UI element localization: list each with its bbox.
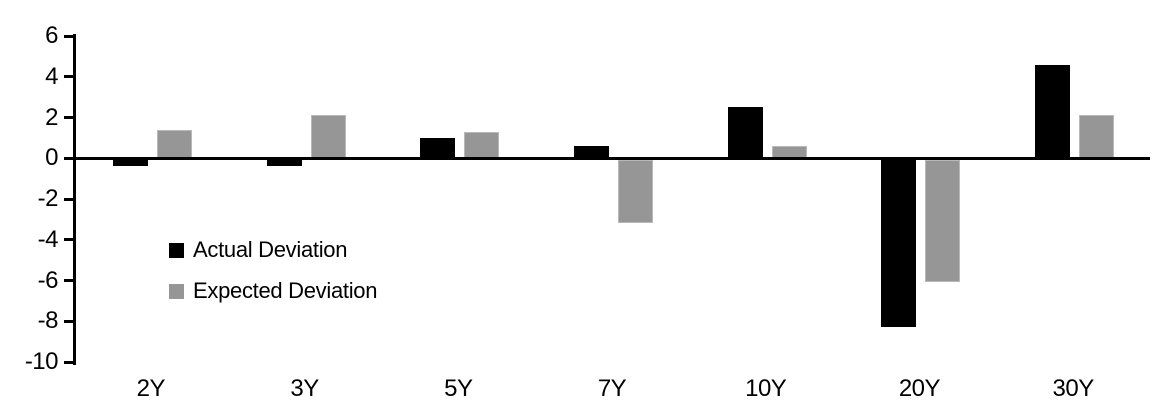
bar-expected-deviation-30Y	[1079, 115, 1115, 160]
x-axis-label-30Y: 30Y	[1052, 375, 1095, 402]
y-axis-tick-label: 6	[45, 22, 58, 49]
y-axis-tick	[64, 197, 74, 201]
x-axis-label-5Y: 5Y	[444, 375, 473, 402]
y-axis-tick-label: -2	[37, 185, 59, 212]
y-axis-tick-label: -8	[37, 307, 59, 335]
y-axis-tick	[64, 319, 74, 323]
x-axis-label-10Y: 10Y	[745, 375, 787, 402]
bar-actual-deviation-5Y	[420, 137, 456, 160]
y-axis-tick	[64, 34, 74, 38]
y-axis-line	[73, 34, 76, 365]
y-axis-tick	[64, 156, 74, 160]
bar-actual-deviation-10Y	[727, 107, 763, 160]
bar-actual-deviation-20Y	[881, 159, 917, 327]
x-axis-zero-line	[74, 156, 1150, 160]
y-axis-tick	[64, 360, 74, 364]
legend-item-actual-deviation: Actual Deviation	[169, 237, 377, 263]
y-axis-tick-label: 0	[45, 144, 58, 172]
y-axis-tick-label: -4	[37, 225, 59, 253]
legend-label-expected: Expected Deviation	[193, 278, 378, 303]
y-axis-tick	[64, 238, 74, 242]
bar-expected-deviation-5Y	[464, 131, 500, 160]
x-axis-label-20Y: 20Y	[898, 375, 941, 402]
x-axis-label-7Y: 7Y	[597, 375, 627, 402]
legend-swatch-expected-icon	[169, 283, 184, 299]
bar-expected-deviation-3Y	[310, 115, 346, 160]
x-axis-label-2Y: 2Y	[136, 375, 166, 402]
y-axis-tick	[64, 116, 74, 119]
legend-swatch-actual-icon	[169, 242, 184, 258]
bar-expected-deviation-20Y	[925, 159, 961, 282]
y-axis-tick-label: -6	[37, 266, 59, 294]
y-axis-tick-label: 4	[45, 62, 58, 90]
legend: Actual Deviation Expected Deviation	[169, 237, 377, 304]
y-axis-tick-label: 2	[45, 103, 58, 131]
legend-item-expected-deviation: Expected Deviation	[169, 278, 377, 304]
bar-expected-deviation-2Y	[156, 129, 192, 160]
legend-label-actual: Actual Deviation	[193, 237, 348, 262]
y-axis-tick-label: -10	[24, 348, 59, 375]
bar-actual-deviation-30Y	[1035, 64, 1071, 160]
bar-actual-deviation-3Y	[266, 159, 302, 166]
x-axis-label-3Y: 3Y	[290, 375, 319, 402]
bar-actual-deviation-7Y	[574, 146, 609, 160]
y-axis-tick	[64, 75, 74, 79]
bar-actual-deviation-2Y	[112, 159, 148, 166]
y-axis-tick	[64, 279, 74, 282]
bar-expected-deviation-7Y	[618, 159, 653, 223]
